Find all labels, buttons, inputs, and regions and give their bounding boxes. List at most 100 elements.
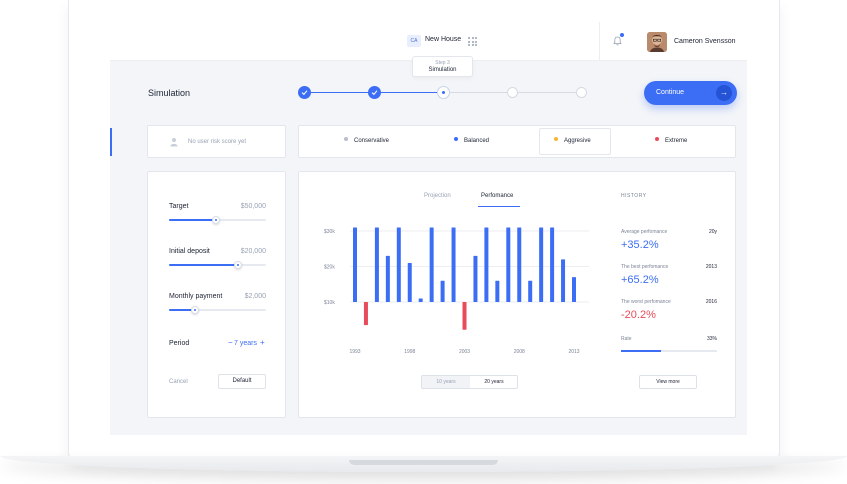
rate-label: Rate — [621, 336, 632, 342]
bar — [539, 227, 544, 302]
y-tick-label: $30k — [324, 229, 335, 235]
range-10-years-button[interactable]: 10 years — [422, 376, 470, 388]
range-20-years-button[interactable]: 20 years — [484, 379, 504, 385]
risk-score-text: No user risk score yet — [188, 139, 247, 145]
rate-value: 33% — [706, 336, 717, 342]
profile-label: Conservative — [354, 138, 390, 144]
history-title: HISTORY — [621, 193, 647, 199]
performance-chart: $30k $20k $10k 1993 1998 2003 2008 2013 — [324, 227, 589, 355]
laptop-notch — [349, 460, 498, 465]
profile-label: Extreme — [665, 138, 688, 144]
stepper-step-3[interactable] — [437, 86, 450, 99]
stepper-step-1[interactable] — [298, 86, 311, 99]
profile-option-aggressive[interactable]: Aggresive — [539, 128, 611, 155]
default-button[interactable]: Default — [218, 374, 266, 389]
bar — [561, 259, 566, 302]
bar — [506, 227, 511, 302]
view-more-button[interactable]: View more — [639, 375, 697, 389]
app-screen: CA New House Cameron Svensson Step 3 Si — [110, 22, 747, 435]
risk-score-card[interactable]: No user risk score yet — [147, 125, 286, 158]
conservative-dot — [344, 137, 348, 142]
slider-fill — [169, 219, 216, 221]
worst-performance-year: 2016 — [705, 299, 717, 305]
risk-profile-selector: Conservative Balanced Aggresive Extreme — [298, 125, 736, 158]
tab-performance[interactable]: Perfomance — [481, 193, 514, 199]
profile-label: Balanced — [464, 138, 490, 144]
y-tick-label: $20k — [324, 265, 335, 271]
bar — [418, 298, 423, 302]
bar — [528, 280, 533, 302]
user-icon — [170, 138, 178, 147]
bar — [473, 255, 478, 302]
bar — [517, 227, 522, 302]
best-performance-value: +65.2% — [621, 274, 659, 286]
project-badge[interactable]: CA — [407, 35, 421, 47]
side-accent — [110, 128, 112, 156]
target-value: $50,000 — [240, 203, 266, 210]
bar — [495, 280, 500, 302]
continue-label: Continue — [656, 89, 685, 96]
slider-thumb[interactable] — [211, 216, 220, 224]
topbar-divider — [599, 22, 600, 61]
slider-thumb[interactable] — [191, 306, 200, 314]
notification-dot — [620, 33, 624, 37]
best-performance-year: 2013 — [705, 264, 717, 270]
profile-option-extreme[interactable]: Extreme — [655, 126, 687, 157]
user-name[interactable]: Cameron Svensson — [674, 38, 736, 45]
step-tooltip-step: Step 3 — [435, 60, 450, 66]
continue-button[interactable]: Continue → — [644, 81, 737, 105]
bar — [572, 277, 576, 302]
project-name[interactable]: New House — [425, 36, 462, 43]
balanced-dot — [454, 137, 458, 142]
stepper-step-4[interactable] — [507, 87, 518, 98]
x-tick-label: 2003 — [459, 349, 470, 355]
slider-thumb[interactable] — [233, 261, 242, 269]
period-decrement-button[interactable]: − — [228, 338, 233, 347]
worst-performance-label: The worst perfomance — [621, 299, 671, 305]
performance-card: Projection Perfomance $30k $20k $10k 1993 19… — [298, 171, 736, 418]
arrow-right-icon: → — [716, 85, 732, 101]
rate-progress-fill — [621, 350, 662, 352]
apps-grid-icon[interactable] — [468, 37, 477, 46]
y-tick-label: $10k — [324, 300, 335, 306]
profile-option-conservative[interactable]: Conservative — [344, 126, 389, 157]
active-tab-indicator — [478, 206, 520, 207]
stepper-step-2[interactable] — [368, 86, 381, 99]
tab-projection[interactable]: Projection — [424, 193, 451, 199]
bar — [429, 227, 434, 302]
x-tick-label: 2013 — [568, 349, 579, 355]
extreme-dot — [655, 137, 659, 142]
bar-negative — [363, 302, 368, 326]
bar-negative — [462, 302, 467, 330]
period-value: 7 years — [234, 340, 257, 347]
bar — [353, 227, 357, 302]
average-performance-period: 20y — [708, 229, 717, 235]
avatar[interactable] — [647, 32, 667, 52]
bar — [396, 227, 401, 302]
average-performance-value: +35.2% — [621, 239, 659, 251]
step-tooltip-name: Simulation — [428, 67, 457, 73]
monthly-payment-label: Monthly payment — [169, 293, 223, 300]
profile-option-balanced[interactable]: Balanced — [454, 126, 489, 157]
bell-icon[interactable] — [613, 36, 622, 46]
profile-label: Aggresive — [564, 138, 591, 144]
x-tick-label: 1993 — [349, 349, 360, 355]
bar — [407, 262, 412, 302]
average-performance-label: Average perfomance — [621, 229, 668, 235]
period-increment-button[interactable]: + — [260, 338, 265, 347]
slider-fill — [169, 309, 196, 311]
stepper-step-5[interactable] — [576, 87, 587, 98]
bar — [451, 227, 456, 302]
range-toggle: 10 years 20 years — [421, 375, 518, 389]
bar — [374, 227, 379, 302]
bar — [484, 227, 489, 302]
bar — [385, 255, 390, 302]
x-tick-label: 1998 — [404, 349, 415, 355]
initial-deposit-label: Initial deposit — [169, 248, 210, 255]
cancel-button[interactable]: Cancel — [169, 379, 188, 385]
aggressive-dot — [554, 137, 558, 142]
worst-performance-value: -20.2% — [621, 309, 656, 321]
slider-track[interactable] — [169, 309, 266, 311]
simulation-inputs-card: Target $50,000 Initial deposit $20,000 M… — [147, 171, 286, 418]
progress-stepper — [298, 86, 588, 100]
